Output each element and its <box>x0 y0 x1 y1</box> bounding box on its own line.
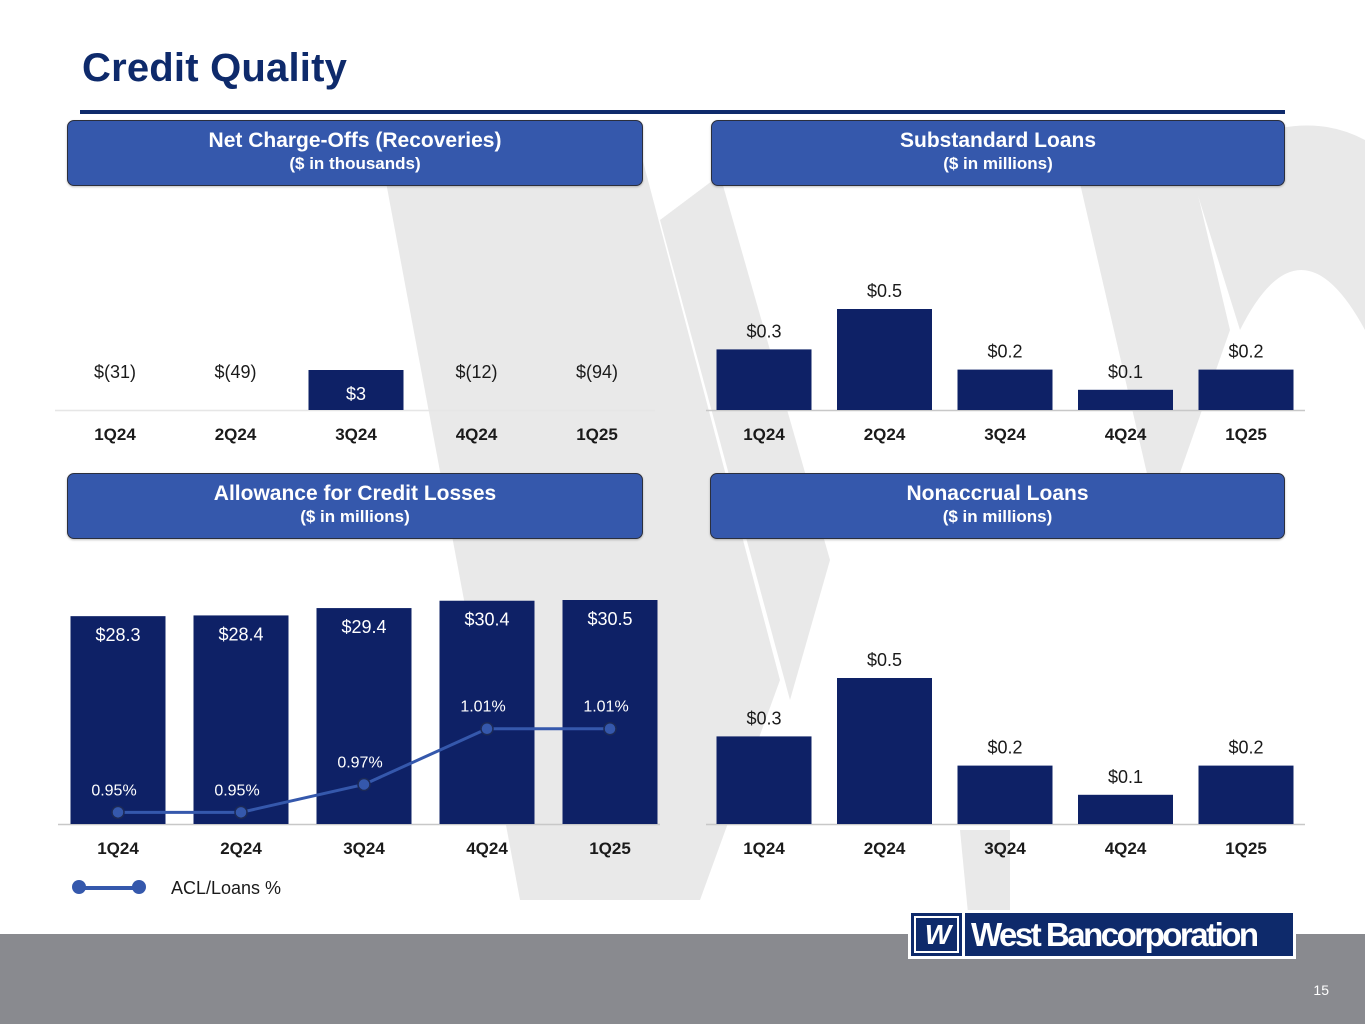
legend-dot-left <box>72 880 86 894</box>
ncos-panel-title: Net Charge-Offs (Recoveries) <box>208 129 502 152</box>
acl-panel-subtitle: ($ in millions) <box>300 507 410 526</box>
substandard-category-label: 1Q25 <box>1225 425 1267 444</box>
nonaccrual-data-label: $0.5 <box>867 650 902 670</box>
acl-panel-title: Allowance for Credit Losses <box>213 482 497 505</box>
title-divider <box>80 110 1285 114</box>
nonaccrual-data-label: $0.3 <box>746 708 781 728</box>
nonaccrual-data-label: $0.2 <box>987 738 1022 758</box>
acl-ratio-label: 1.01% <box>583 699 628 716</box>
ncos-category-label: 2Q24 <box>215 425 257 444</box>
acl-category-label: 3Q24 <box>343 839 385 858</box>
substandard-category-label: 1Q24 <box>743 425 785 444</box>
nonaccrual-category-label: 1Q24 <box>743 839 785 858</box>
nonaccrual-panel-header: Nonaccrual Loans ($ in millions) <box>710 473 1285 539</box>
ncos-category-label: 3Q24 <box>335 425 377 444</box>
ncos-category-label: 1Q24 <box>94 425 136 444</box>
acl-ratio-label: 1.01% <box>460 699 505 716</box>
substandard-bar <box>837 309 932 410</box>
company-logo: W West Bancorporation <box>908 910 1296 959</box>
legend-line-swatch <box>78 886 140 890</box>
acl-ratio-label: 0.95% <box>91 782 136 799</box>
nonaccrual-bar <box>716 736 812 824</box>
substandard-bar <box>957 369 1053 410</box>
acl-data-label: $29.4 <box>341 617 386 637</box>
nonaccrual-bar <box>837 678 932 824</box>
nonaccrual-panel-subtitle: ($ in millions) <box>942 507 1053 526</box>
ncos-panel-header: Net Charge-Offs (Recoveries) ($ in thous… <box>67 120 643 186</box>
ncos-data-label: $3 <box>346 384 366 404</box>
page-title: Credit Quality <box>82 46 348 90</box>
nonaccrual-category-label: 3Q24 <box>984 839 1026 858</box>
substandard-panel-header: Substandard Loans ($ in millions) <box>711 120 1285 186</box>
nonaccrual-bar <box>1198 765 1294 824</box>
acl-category-label: 1Q24 <box>97 839 139 858</box>
acl-ratio-point <box>357 777 371 792</box>
nonaccrual-bar <box>1078 794 1173 824</box>
nonaccrual-category-label: 1Q25 <box>1225 839 1267 858</box>
acl-data-label: $28.3 <box>95 625 140 645</box>
nonaccrual-category-label: 4Q24 <box>1105 839 1147 858</box>
logo-name: West Bancorporation <box>971 916 1259 953</box>
ncos-bar <box>308 370 404 410</box>
substandard-bar <box>1198 369 1294 410</box>
substandard-category-label: 2Q24 <box>864 425 906 444</box>
acl-category-label: 4Q24 <box>466 839 508 858</box>
substandard-data-label: $0.2 <box>1228 342 1263 362</box>
ncos-data-label: $(31) <box>94 362 136 382</box>
acl-ratio-label: 0.95% <box>214 782 259 799</box>
acl-panel-header: Allowance for Credit Losses ($ in millio… <box>67 473 643 539</box>
substandard-panel-title: Substandard Loans <box>899 129 1097 152</box>
substandard-category-label: 4Q24 <box>1105 425 1147 444</box>
ncos-data-label: $(94) <box>576 362 618 382</box>
legend-dot-right <box>132 880 146 894</box>
acl-ratio-point <box>234 805 248 820</box>
logo-separator <box>962 913 965 956</box>
page-number: 15 <box>1313 982 1329 998</box>
substandard-category-label: 3Q24 <box>984 425 1026 444</box>
nonaccrual-panel-title: Nonaccrual Loans <box>906 482 1089 505</box>
ncos-data-label: $(49) <box>214 362 256 382</box>
acl-data-label: $30.5 <box>587 609 632 629</box>
acl-ratio-point <box>603 721 617 736</box>
acl-bar <box>70 616 166 824</box>
acl-data-label: $28.4 <box>218 624 263 644</box>
ncos-category-label: 1Q25 <box>576 425 618 444</box>
acl-category-label: 2Q24 <box>220 839 262 858</box>
substandard-data-label: $0.5 <box>867 281 902 301</box>
acl-category-label: 1Q25 <box>589 839 631 858</box>
ncos-category-label: 4Q24 <box>456 425 498 444</box>
ncos-data-label: $(12) <box>455 362 497 382</box>
nonaccrual-bar <box>957 765 1053 824</box>
nonaccrual-data-label: $0.1 <box>1108 767 1143 787</box>
substandard-data-label: $0.3 <box>746 321 781 341</box>
nonaccrual-data-label: $0.2 <box>1228 738 1263 758</box>
acl-ratio-label: 0.97% <box>337 754 382 771</box>
substandard-bar <box>1078 389 1173 410</box>
substandard-panel-subtitle: ($ in millions) <box>943 154 1053 173</box>
acl-ratio-point <box>111 805 125 820</box>
legend-label: ACL/Loans % <box>171 878 282 898</box>
acl-bar <box>193 615 289 824</box>
ncos-panel-subtitle: ($ in thousands) <box>289 154 421 173</box>
substandard-data-label: $0.1 <box>1108 362 1143 382</box>
logo-mark: W <box>914 916 959 953</box>
substandard-data-label: $0.2 <box>987 342 1022 362</box>
acl-bar <box>439 600 535 824</box>
acl-ratio-point <box>480 721 494 736</box>
acl-bar <box>562 600 658 824</box>
substandard-bar <box>716 349 812 410</box>
acl-data-label: $30.4 <box>464 610 509 630</box>
nonaccrual-category-label: 2Q24 <box>864 839 906 858</box>
